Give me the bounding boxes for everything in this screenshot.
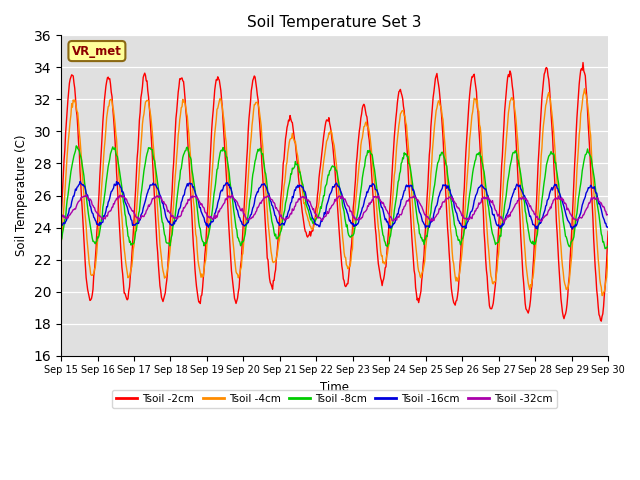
Tsoil -32cm	[124, 201, 132, 206]
Line: Tsoil -2cm: Tsoil -2cm	[61, 62, 608, 321]
Tsoil -4cm	[417, 275, 425, 281]
Tsoil -8cm	[57, 237, 65, 243]
Y-axis label: Soil Temperature (C): Soil Temperature (C)	[15, 135, 28, 256]
Tsoil -16cm	[124, 207, 132, 213]
Tsoil -2cm	[597, 318, 605, 324]
Tsoil -16cm	[76, 179, 84, 184]
Tsoil -32cm	[180, 205, 188, 211]
X-axis label: Time: Time	[320, 381, 349, 394]
Tsoil -4cm	[67, 112, 75, 118]
Tsoil -2cm	[179, 78, 187, 84]
Tsoil -16cm	[209, 219, 216, 225]
Tsoil -16cm	[180, 192, 188, 198]
Tsoil -16cm	[604, 225, 612, 230]
Tsoil -8cm	[72, 143, 80, 149]
Tsoil -8cm	[209, 206, 216, 212]
Tsoil -16cm	[67, 204, 75, 209]
Tsoil -4cm	[179, 96, 187, 102]
Tsoil -16cm	[57, 222, 65, 228]
Tsoil -32cm	[402, 202, 410, 207]
Tsoil -8cm	[67, 168, 75, 174]
Tsoil -32cm	[604, 212, 612, 217]
Line: Tsoil -16cm: Tsoil -16cm	[61, 181, 608, 229]
Tsoil -4cm	[124, 270, 131, 276]
Title: Soil Temperature Set 3: Soil Temperature Set 3	[247, 15, 422, 30]
Tsoil -16cm	[418, 215, 426, 221]
Tsoil -4cm	[580, 86, 588, 92]
Legend: Tsoil -2cm, Tsoil -4cm, Tsoil -8cm, Tsoil -16cm, Tsoil -32cm: Tsoil -2cm, Tsoil -4cm, Tsoil -8cm, Tsoi…	[113, 390, 557, 408]
Tsoil -16cm	[568, 226, 576, 232]
Tsoil -32cm	[418, 204, 426, 209]
Tsoil -2cm	[67, 74, 75, 80]
Tsoil -16cm	[402, 184, 410, 190]
Tsoil -2cm	[604, 228, 612, 234]
Tsoil -32cm	[57, 211, 65, 217]
Tsoil -32cm	[209, 216, 216, 222]
Tsoil -2cm	[124, 297, 131, 303]
Tsoil -4cm	[208, 175, 216, 180]
Line: Tsoil -32cm: Tsoil -32cm	[61, 195, 608, 223]
Tsoil -32cm	[83, 192, 90, 198]
Tsoil -8cm	[180, 152, 188, 157]
Tsoil -2cm	[579, 60, 587, 65]
Tsoil -8cm	[418, 235, 426, 240]
Tsoil -4cm	[401, 113, 409, 119]
Tsoil -32cm	[500, 220, 508, 226]
Tsoil -2cm	[417, 288, 425, 294]
Tsoil -4cm	[57, 242, 65, 248]
Tsoil -8cm	[604, 243, 612, 249]
Tsoil -2cm	[57, 215, 65, 221]
Text: VR_met: VR_met	[72, 45, 122, 58]
Tsoil -8cm	[402, 151, 410, 156]
Tsoil -2cm	[208, 127, 216, 132]
Tsoil -4cm	[598, 293, 606, 299]
Tsoil -8cm	[601, 246, 609, 252]
Line: Tsoil -8cm: Tsoil -8cm	[61, 146, 608, 249]
Tsoil -32cm	[67, 210, 75, 216]
Tsoil -2cm	[401, 118, 409, 123]
Tsoil -8cm	[124, 233, 132, 239]
Line: Tsoil -4cm: Tsoil -4cm	[61, 89, 608, 296]
Tsoil -4cm	[604, 253, 612, 259]
